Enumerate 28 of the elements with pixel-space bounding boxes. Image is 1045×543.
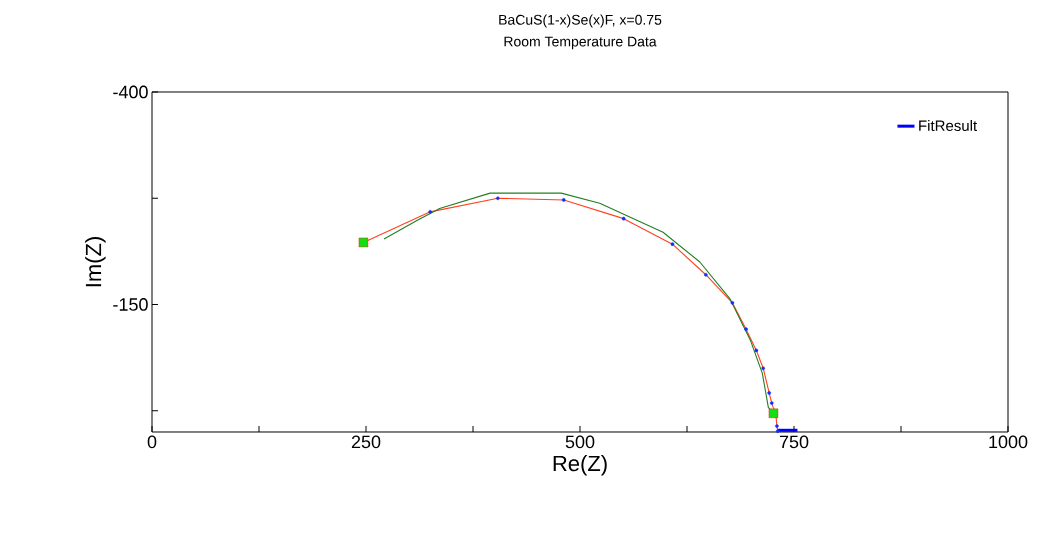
x-tick-label: 750 <box>779 435 809 449</box>
point <box>621 216 626 221</box>
point <box>769 401 774 405</box>
point <box>767 391 771 395</box>
point <box>358 237 369 248</box>
point <box>775 429 780 433</box>
point <box>775 424 779 428</box>
point <box>744 327 748 331</box>
y-tick-label: -400 <box>113 85 148 99</box>
point <box>496 196 500 201</box>
y-axis-title: Im(Z) <box>85 237 106 287</box>
legend-label: FitResult <box>919 119 978 131</box>
x-tick-label: 500 <box>565 435 595 449</box>
x-tick-label: 0 <box>147 435 157 449</box>
chart-subtitle: Room Temperature Data <box>504 36 657 50</box>
point <box>768 408 779 418</box>
x-tick-label: 250 <box>351 435 381 449</box>
x-axis-title: Re(Z) <box>553 455 607 476</box>
point <box>704 272 708 277</box>
point <box>730 300 735 305</box>
x-tick-label: 1000 <box>989 435 1028 449</box>
point <box>428 210 433 214</box>
point <box>754 348 759 353</box>
y-tick-label: -150 <box>113 298 148 311</box>
point <box>670 242 675 246</box>
chart-title: BaCuS(1-x)Se(x)F, x=0.75 <box>499 14 662 28</box>
point <box>761 366 765 371</box>
point <box>561 198 566 202</box>
